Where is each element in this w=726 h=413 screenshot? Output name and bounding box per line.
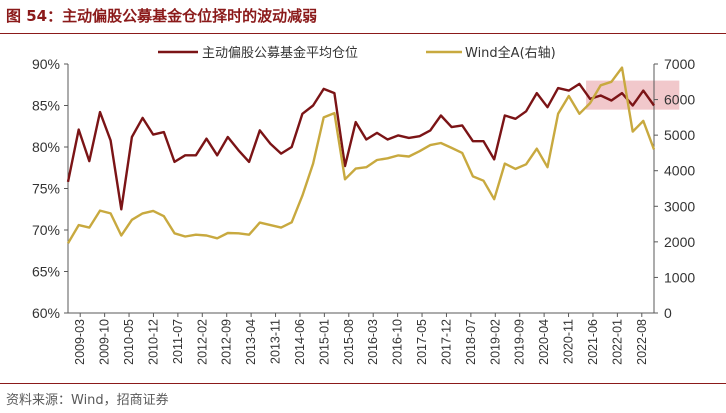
y-left-tick-label: 80% — [32, 139, 60, 155]
x-axis-ticks: 2009-03 2009-10 2010-05 2010-12 2011-07 2012-… — [73, 313, 649, 365]
y-right-tick-label: 1000 — [664, 269, 695, 285]
x-tick-label: 2017-05 — [415, 319, 429, 365]
title-divider — [0, 33, 726, 34]
legend-label-position: 主动偏股公募基金平均仓位 — [202, 45, 358, 61]
line-chart: 60% 65% 70% 75% 80% 85% 90% 0 1000 2000 3000 4000 5… — [32, 45, 695, 365]
x-tick-label: 2018-07 — [464, 319, 478, 365]
y-right-tick-label: 5000 — [664, 127, 695, 143]
source-note: 资料来源：Wind，招商证券 — [6, 393, 169, 408]
x-tick-label: 2016-10 — [391, 319, 405, 365]
y-left-tick-label: 85% — [32, 98, 60, 114]
y-right-tick-label: 6000 — [664, 92, 695, 108]
x-tick-label: 2011-07 — [171, 319, 185, 364]
x-tick-label: 2015-08 — [342, 319, 356, 365]
legend-label-wind: Wind全A(右轴) — [465, 45, 556, 61]
y-axis-left-ticks: 60% 65% 70% 75% 80% 85% 90% — [32, 56, 68, 321]
series-line-position — [66, 82, 655, 211]
x-tick-label: 2016-03 — [366, 319, 380, 365]
x-tick-label: 2020-04 — [537, 319, 551, 365]
y-left-tick-label: 60% — [32, 305, 60, 321]
x-tick-label: 2017-12 — [439, 319, 453, 365]
x-tick-label: 2020-11 — [562, 319, 576, 364]
y-right-tick-label: 4000 — [664, 163, 695, 179]
x-tick-label: 2010-12 — [146, 319, 160, 365]
x-tick-label: 2013-04 — [244, 319, 258, 365]
x-tick-label: 2022-08 — [635, 319, 649, 365]
y-right-tick-label: 2000 — [664, 234, 695, 250]
y-left-tick-label: 75% — [32, 181, 60, 197]
x-tick-label: 2015-01 — [317, 319, 331, 365]
x-tick-label: 2019-02 — [488, 319, 502, 365]
y-right-tick-label: 0 — [664, 305, 672, 321]
y-axis-right-ticks: 0 1000 2000 3000 4000 5000 6000 7000 — [654, 56, 695, 321]
y-right-tick-label: 7000 — [664, 56, 695, 72]
x-tick-label: 2019-09 — [513, 319, 527, 365]
x-tick-label: 2013-11 — [269, 319, 283, 364]
y-left-tick-label: 90% — [32, 56, 60, 72]
x-tick-label: 2022-01 — [610, 319, 624, 365]
x-tick-label: 2021-06 — [586, 319, 600, 365]
x-tick-label: 2012-09 — [220, 319, 234, 365]
figure-title: 图 54：主动偏股公募基金仓位择时的波动减弱 — [6, 7, 318, 25]
y-left-tick-label: 70% — [32, 222, 60, 238]
x-tick-label: 2009-10 — [98, 319, 112, 365]
series-line-wind — [66, 66, 656, 244]
x-tick-label: 2010-05 — [122, 319, 136, 365]
x-tick-label: 2014-06 — [293, 319, 307, 365]
y-right-tick-label: 3000 — [664, 198, 695, 214]
footer-divider — [0, 383, 726, 384]
legend: 主动偏股公募基金平均仓位 Wind全A(右轴) — [158, 45, 556, 61]
y-left-tick-label: 65% — [32, 264, 60, 280]
x-tick-label: 2012-02 — [195, 319, 209, 365]
x-tick-label: 2009-03 — [73, 319, 87, 365]
